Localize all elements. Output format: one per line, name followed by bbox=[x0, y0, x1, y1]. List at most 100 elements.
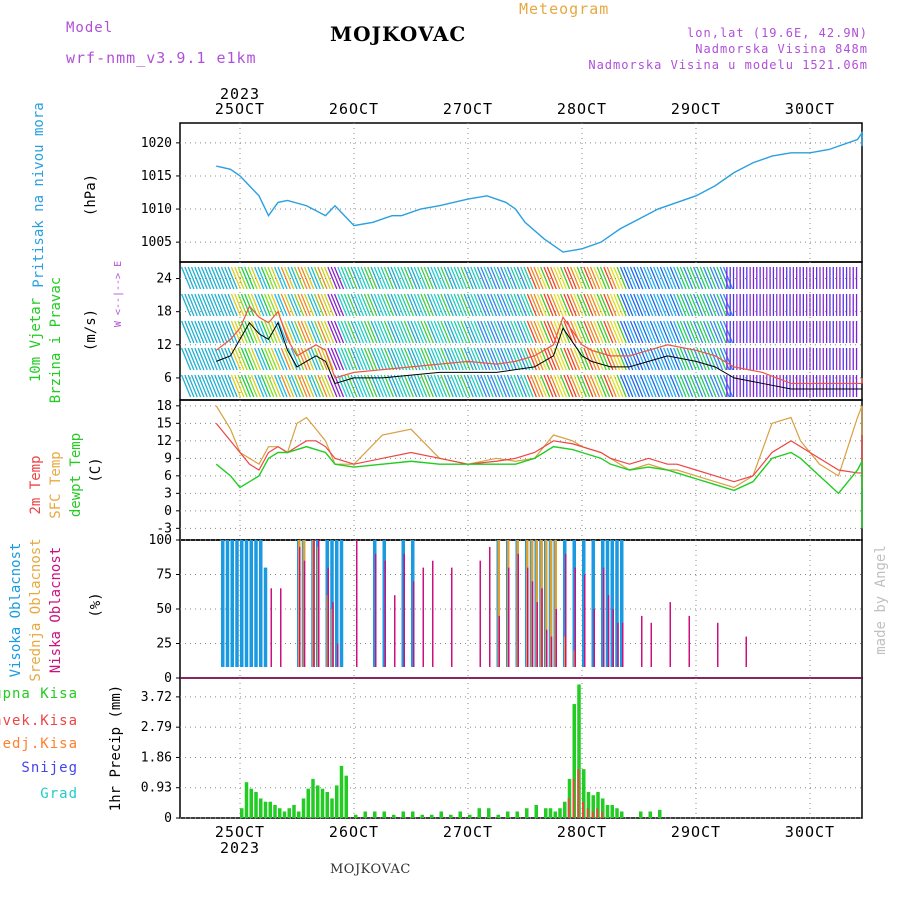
cloud-bar-0 bbox=[240, 540, 244, 667]
model-name: wrf-nmm_v3.9.1 e1km bbox=[66, 49, 257, 67]
model-elevation-label: Nadmorska Visina u modelu 1521.06m bbox=[588, 58, 868, 72]
precip-bar-0 bbox=[620, 811, 624, 818]
coords-label: lon,lat (19.6E, 42.9N) bbox=[687, 26, 868, 40]
tick-label: 1010 bbox=[141, 202, 172, 217]
wind-barb-field bbox=[180, 266, 858, 398]
cloud-bar-2 bbox=[403, 553, 405, 667]
precip-bar-0 bbox=[615, 808, 619, 818]
cloud-bar-0 bbox=[582, 540, 586, 667]
tick-label: 75 bbox=[156, 568, 172, 583]
year-label-top: 2023 bbox=[220, 85, 260, 103]
cloud-bar-2 bbox=[303, 560, 306, 667]
precip-bar-0 bbox=[558, 808, 562, 818]
tick-label: 3.72 bbox=[141, 690, 172, 705]
watermark: made by Angel bbox=[873, 545, 889, 655]
cloud-bar-0 bbox=[572, 540, 576, 667]
footer-title: MOJKOVAC bbox=[330, 862, 411, 877]
cloud-bar-2 bbox=[318, 540, 320, 667]
cloud-bar-0 bbox=[401, 540, 405, 667]
precip-bar-0 bbox=[278, 808, 282, 818]
precip-bar-0 bbox=[249, 788, 253, 818]
precip-bar-0 bbox=[354, 814, 358, 818]
sfc-temp-line bbox=[215, 405, 863, 489]
cloud-bar-0 bbox=[373, 540, 377, 667]
cloud-bar-2 bbox=[498, 615, 500, 667]
precip-bar-0 bbox=[244, 782, 249, 818]
precip-bar-0 bbox=[335, 785, 339, 818]
tick-label: 1015 bbox=[141, 169, 172, 184]
pressure-label: Pritisak na nivou mora bbox=[31, 102, 47, 287]
time-label-bottom: 26OCT bbox=[329, 823, 379, 841]
wind-label-1: 10m Vjetar bbox=[28, 298, 44, 382]
cloud-bar-0 bbox=[591, 540, 595, 667]
time-label-bottom: 25OCT bbox=[215, 823, 265, 841]
precip-bar-0 bbox=[263, 801, 268, 818]
cloud-bar-2 bbox=[432, 560, 434, 667]
precip-bar-0 bbox=[563, 801, 567, 818]
tick-label: 18 bbox=[156, 399, 172, 414]
tick-label: 100 bbox=[149, 533, 172, 548]
cloud-label-1: Visoka Oblacnost bbox=[8, 543, 24, 678]
cloud-bar-2 bbox=[394, 595, 396, 667]
precip-bar-0 bbox=[449, 814, 453, 818]
cloud-bar-0 bbox=[254, 540, 258, 667]
product-label: Meteogram bbox=[519, 0, 610, 18]
panel-frame-precip bbox=[179, 677, 863, 819]
cloud-bar-2 bbox=[489, 546, 491, 667]
pressure-unit: (hPa) bbox=[83, 174, 99, 216]
temp-2m-line bbox=[215, 422, 863, 483]
precip-legend-item: Ukupna Kisa bbox=[0, 686, 78, 702]
tick-label: 50 bbox=[156, 602, 172, 617]
precip-bar-0 bbox=[287, 808, 291, 818]
cloud-bar-2 bbox=[337, 643, 339, 667]
wind-label-2: Brzina i Pravac bbox=[48, 277, 64, 403]
cloud-bar-2 bbox=[270, 588, 272, 667]
precip-bar-0 bbox=[544, 808, 548, 818]
precip-bar-1 bbox=[601, 811, 603, 818]
cloud-bar-2 bbox=[356, 540, 358, 667]
precip-bar-1 bbox=[591, 811, 594, 818]
cloud-bar-0 bbox=[230, 540, 234, 667]
cloud-bar-2 bbox=[641, 615, 643, 667]
time-label-top: 27OCT bbox=[443, 100, 493, 118]
cloud-bar-0 bbox=[259, 540, 263, 667]
cloud-bar-1 bbox=[545, 540, 548, 667]
precip-bar-0 bbox=[273, 804, 277, 818]
cloud-bar-2 bbox=[508, 567, 510, 667]
cloud-bar-2 bbox=[546, 629, 548, 667]
precip-bar-0 bbox=[316, 785, 320, 818]
cloud-bar-2 bbox=[688, 615, 690, 667]
precip-bar-1 bbox=[567, 798, 570, 818]
tick-label: 12 bbox=[156, 434, 172, 449]
precip-bar-0 bbox=[268, 801, 272, 818]
tick-label: 9 bbox=[164, 451, 172, 466]
tick-label: -3 bbox=[156, 521, 172, 536]
precip-bar-0 bbox=[363, 811, 367, 818]
precip-bar-0 bbox=[282, 811, 287, 818]
cloud-bar-0 bbox=[601, 540, 605, 667]
time-label-bottom: 28OCT bbox=[557, 823, 607, 841]
cloud-bar-0 bbox=[225, 540, 230, 667]
precip-bar-0 bbox=[548, 808, 553, 818]
precip-bar-0 bbox=[639, 811, 643, 818]
precip-legend-item: Grad bbox=[40, 786, 78, 802]
precip-legend-item: Zaledj.Kisa bbox=[0, 736, 78, 752]
precip-bar-0 bbox=[373, 811, 377, 818]
tick-label: 25 bbox=[156, 637, 172, 652]
cloud-bar-0 bbox=[620, 540, 624, 667]
precip-bar-0 bbox=[306, 788, 310, 818]
tick-label: 0 bbox=[164, 811, 172, 826]
tick-label: 1.86 bbox=[141, 750, 172, 765]
temp-label-1: 2m Temp bbox=[28, 455, 44, 514]
cloud-bar-0 bbox=[263, 567, 268, 667]
precip-unit: 1hr Precip (mm) bbox=[108, 685, 124, 811]
precip-bar-1 bbox=[572, 778, 575, 818]
cloud-bar-2 bbox=[607, 595, 610, 667]
page-title: MOJKOVAC bbox=[330, 22, 467, 46]
temp-label-2: SFC Temp bbox=[48, 451, 64, 518]
wind-compass: W <--|--> E bbox=[113, 261, 124, 327]
precip-bar-0 bbox=[325, 791, 329, 818]
precip-bar-0 bbox=[301, 798, 306, 818]
precip-bar-0 bbox=[330, 798, 334, 818]
